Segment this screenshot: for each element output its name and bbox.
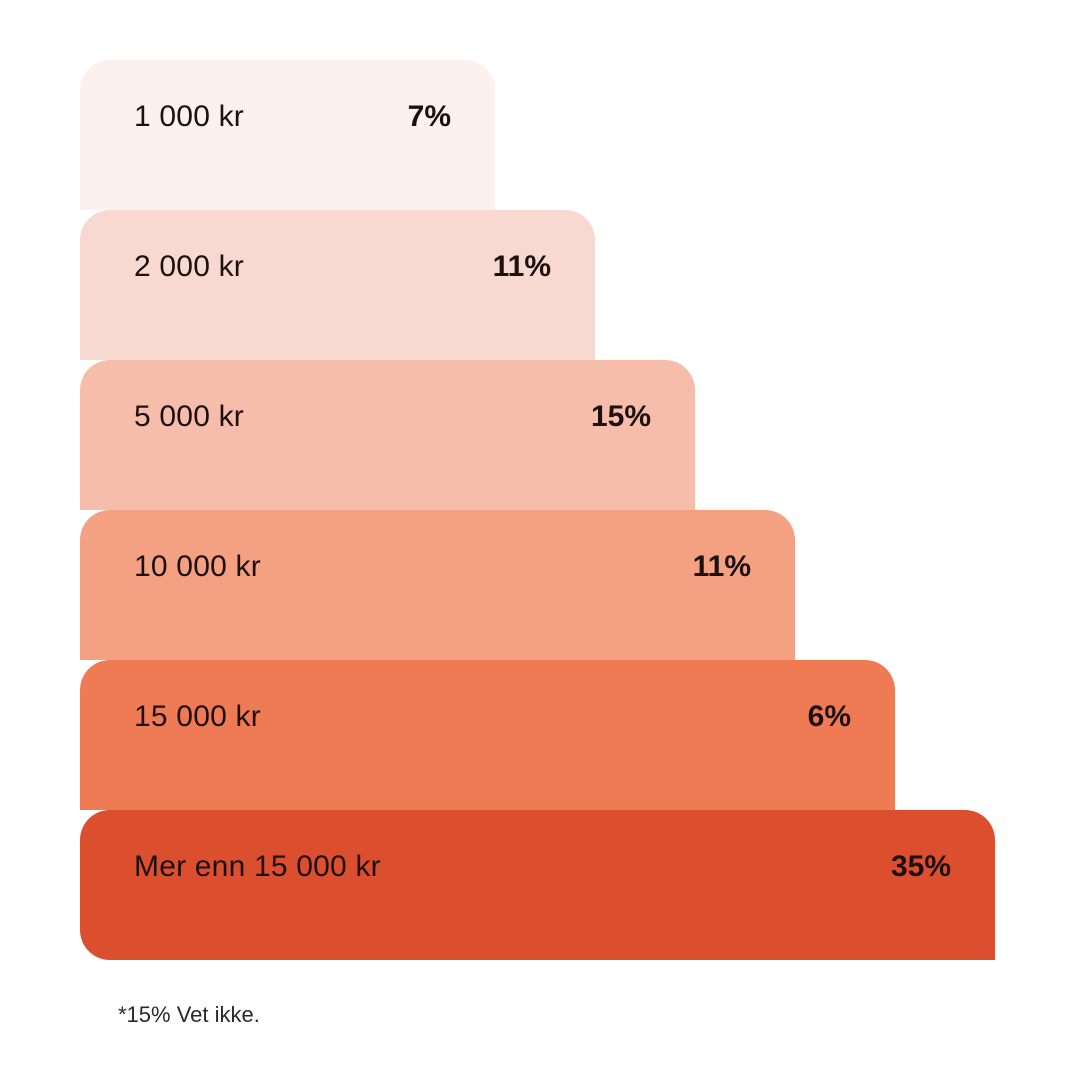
bar-value: 35%: [891, 850, 951, 884]
bar-label: 15 000 kr: [134, 700, 261, 734]
bar-label: 5 000 kr: [134, 400, 244, 434]
bar-label: 1 000 kr: [134, 100, 244, 134]
bar-row: 1 000 kr 7%: [80, 60, 495, 210]
bar-value: 7%: [408, 100, 451, 134]
step-bar-chart: 1 000 kr 7% 2 000 kr 11% 5 000 kr 15% 10…: [80, 60, 1000, 960]
bar-row: 15 000 kr 6%: [80, 660, 895, 810]
bar-label: Mer enn 15 000 kr: [134, 850, 381, 884]
bar-value: 15%: [591, 400, 651, 434]
bar-row: 2 000 kr 11%: [80, 210, 595, 360]
footnote-text: *15% Vet ikke.: [118, 1002, 260, 1028]
bar-label: 2 000 kr: [134, 250, 244, 284]
bar-label: 10 000 kr: [134, 550, 261, 584]
bar-row: 10 000 kr 11%: [80, 510, 795, 660]
bar-value: 11%: [693, 550, 751, 584]
bar-value: 6%: [808, 700, 851, 734]
bar-row: 5 000 kr 15%: [80, 360, 695, 510]
bar-value: 11%: [493, 250, 551, 284]
bar-row: Mer enn 15 000 kr 35%: [80, 810, 995, 960]
